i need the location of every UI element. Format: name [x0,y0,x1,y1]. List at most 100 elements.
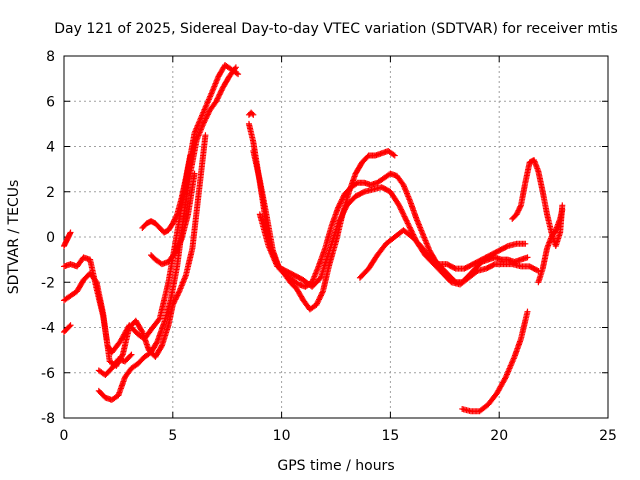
series-track-p [245,109,257,118]
data-point [339,196,346,203]
y-tick-label: -2 [41,275,55,291]
data-point [158,343,165,350]
data-point [171,249,178,256]
series-track-n [535,206,566,286]
data-point [214,95,221,102]
data-point [342,205,349,212]
data-point [404,220,411,227]
y-tick-label: -6 [41,366,55,382]
data-point [522,240,529,247]
series-track-o [459,308,531,415]
y-tick-label: -4 [41,321,55,337]
data-point [390,151,397,158]
series-track-h [148,170,198,268]
series-track-g [139,152,194,236]
data-point [172,248,179,255]
data-point [232,64,239,71]
data-point [187,152,194,159]
data-point [66,323,73,330]
y-tick-label: 6 [46,94,55,110]
data-point [335,203,342,210]
data-point [204,112,211,119]
data-point [404,219,411,226]
data-point [155,316,162,323]
data-point [173,212,180,219]
data-point [319,289,326,296]
data-point [153,339,160,346]
data-point [215,92,222,99]
data-point [235,71,242,78]
series-track-d [95,351,135,379]
data-point [338,197,345,204]
x-tick-label: 20 [490,428,508,444]
data-point [201,118,208,125]
data-point [337,200,344,207]
data-point [314,300,321,307]
data-point [219,86,226,93]
data-point [315,297,322,304]
data-point [396,203,403,210]
axis-ticks: 0 5 10 15 20 25 -8 -6 -4 -2 0 2 4 6 8 [41,49,617,444]
series-track-m [509,157,566,250]
data-point [204,111,211,118]
data-point [524,254,531,261]
data-point [202,115,209,122]
data-point [215,94,222,101]
data-point [173,293,180,300]
data-point [318,291,325,298]
data-point [503,243,510,250]
data-point [524,308,531,315]
data-point [341,207,348,214]
data-point [314,299,321,306]
data-point [490,261,497,268]
data-point [173,245,180,252]
data-point [336,201,343,208]
data-point [173,247,180,254]
data-point [205,110,212,117]
data-point [317,292,324,299]
series-track-f [61,229,74,250]
data-point [316,296,323,303]
series-track-l [356,227,529,281]
x-tick-label: 25 [599,428,617,444]
data-point [217,88,224,95]
data-point [175,243,182,250]
data-point [67,229,74,236]
data-point [339,212,346,219]
data-point [406,223,413,230]
data-point [216,91,223,98]
data-point [337,214,344,221]
data-point [191,170,198,177]
data-point [218,87,225,94]
data-point [250,111,257,118]
data-point [213,96,220,103]
data-point [175,291,182,298]
data-point [92,277,99,284]
data-point [534,267,541,274]
data-point [338,213,345,220]
data-point [396,202,403,209]
data-point [502,375,509,382]
data-point [316,295,323,302]
data-point [217,90,224,97]
data-point [340,209,347,216]
y-tick-label: 8 [46,49,55,65]
data-point [451,265,458,272]
data-point [406,224,413,231]
data-point [202,116,209,123]
data-point [434,260,441,267]
data-point [405,221,412,228]
data-point [341,206,348,213]
data-point [335,220,342,227]
data-point [233,70,240,77]
data-point [203,114,210,121]
data-point [408,228,415,235]
y-tick-label: 4 [46,140,55,156]
series-track-k [256,184,542,290]
data-point [353,180,360,187]
series-track-b [61,132,209,369]
data-point [173,295,180,302]
data-point [175,241,182,248]
data-point [399,209,406,216]
